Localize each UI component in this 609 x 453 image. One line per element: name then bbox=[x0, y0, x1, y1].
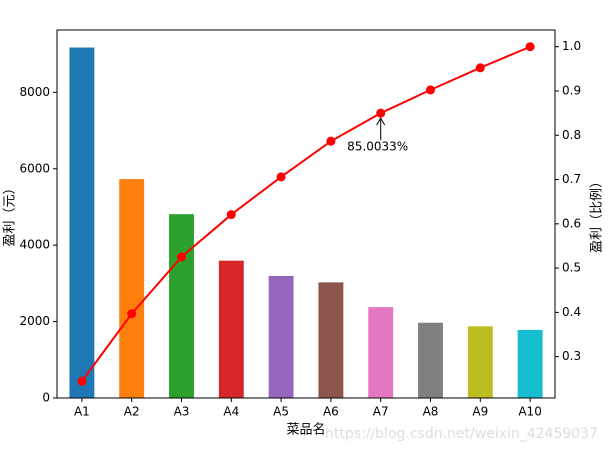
y-tick-label: 0 bbox=[42, 391, 50, 405]
line-point bbox=[276, 172, 286, 182]
line-point bbox=[127, 309, 137, 319]
y2-tick-label: 0.6 bbox=[562, 216, 581, 230]
y2-tick-label: 0.4 bbox=[562, 305, 581, 319]
x-tick-label: A9 bbox=[472, 405, 488, 419]
line-point bbox=[77, 376, 87, 386]
x-tick-label: A7 bbox=[373, 405, 389, 419]
y-tick-label: 4000 bbox=[19, 238, 50, 252]
x-tick-label: A1 bbox=[74, 405, 90, 419]
x-tick-label: A3 bbox=[174, 405, 190, 419]
y-tick-label: 8000 bbox=[19, 85, 50, 99]
x-tick-label: A10 bbox=[518, 405, 541, 419]
y-tick-label: 2000 bbox=[19, 314, 50, 328]
bar bbox=[218, 260, 244, 398]
watermark: https://blog.csdn.net/weixin_42459037 bbox=[325, 426, 598, 442]
y2-tick-label: 0.7 bbox=[562, 172, 581, 186]
y2-tick-label: 0.3 bbox=[562, 349, 581, 363]
y-tick-label: 6000 bbox=[19, 161, 50, 175]
x-tick-label: A2 bbox=[124, 405, 140, 419]
bar bbox=[418, 322, 443, 398]
line-point bbox=[475, 63, 485, 73]
y2-axis-label: 盈利（比例） bbox=[590, 175, 605, 253]
bar bbox=[119, 179, 145, 398]
y-axis-label: 盈利（元） bbox=[3, 181, 18, 246]
bar bbox=[169, 214, 194, 398]
x-tick-label: A8 bbox=[423, 405, 439, 419]
cumulative-line bbox=[81, 45, 531, 382]
bar bbox=[69, 47, 95, 399]
x-axis-label: 菜品名 bbox=[286, 422, 325, 438]
annotation-arrow bbox=[376, 117, 386, 141]
x-tick-label: A4 bbox=[223, 405, 239, 419]
annotation-text: 85.0033% bbox=[347, 140, 408, 154]
plot-frame bbox=[56, 29, 556, 399]
line-point bbox=[177, 252, 186, 262]
bar bbox=[268, 275, 294, 398]
line-point bbox=[326, 136, 336, 146]
line-point bbox=[226, 210, 236, 220]
bar bbox=[467, 326, 493, 398]
x-tick-label: A5 bbox=[273, 405, 289, 419]
bar bbox=[318, 282, 344, 398]
line-point bbox=[426, 85, 435, 95]
bar bbox=[368, 307, 394, 398]
line-point bbox=[525, 42, 535, 52]
y2-tick-label: 0.9 bbox=[562, 84, 581, 98]
y2-tick-label: 0.8 bbox=[562, 128, 581, 142]
line-point bbox=[376, 108, 386, 118]
bar bbox=[517, 329, 543, 398]
y2-tick-label: 1.0 bbox=[562, 39, 581, 53]
x-tick-label: A6 bbox=[323, 405, 339, 419]
y2-tick-label: 0.5 bbox=[562, 261, 581, 275]
